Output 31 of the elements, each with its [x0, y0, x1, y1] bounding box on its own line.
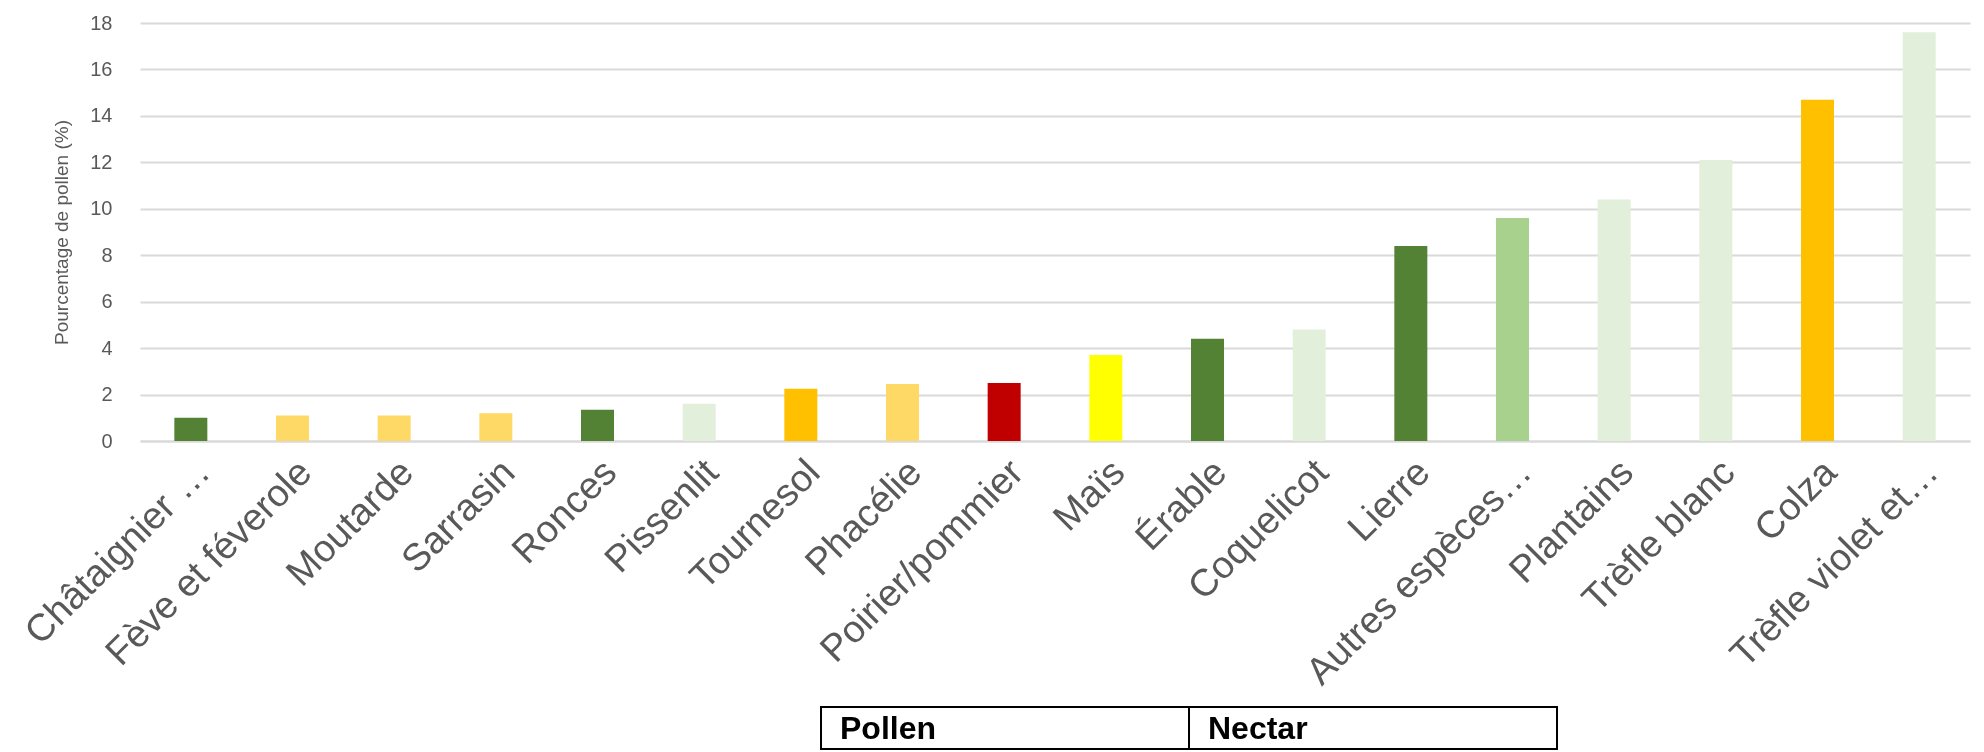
text: Pollen	[821, 707, 1189, 749]
y-tick-label: 10	[90, 197, 113, 220]
y-tick-label: 16	[90, 57, 113, 80]
bar	[886, 384, 919, 441]
y-tick-label: 18	[90, 11, 113, 34]
bar	[784, 388, 818, 441]
bar	[1496, 218, 1529, 441]
bar	[1394, 245, 1428, 441]
y-tick-label: 0	[101, 429, 113, 452]
bar	[1699, 160, 1733, 441]
bar	[377, 415, 411, 441]
bar	[479, 413, 513, 441]
bar	[1597, 199, 1631, 441]
y-tick-label: 6	[101, 290, 113, 313]
bar	[682, 403, 716, 441]
bar	[581, 409, 614, 441]
bar	[174, 417, 208, 441]
y-tick-label: 2	[101, 383, 113, 406]
y-tick-label: 8	[101, 243, 113, 266]
y-tick-label: 12	[90, 150, 113, 173]
bar	[987, 382, 1021, 441]
y-tick-label: 4	[101, 336, 113, 359]
bar	[1292, 329, 1326, 441]
bar	[1902, 32, 1936, 441]
bar	[1191, 338, 1224, 441]
y-tick-label: 14	[90, 104, 113, 127]
bar	[276, 415, 309, 441]
text: Nectar	[1189, 707, 1557, 749]
y-axis-title: Pourcentage de pollen (%)	[51, 120, 73, 345]
bar	[1089, 355, 1123, 441]
bar	[1801, 99, 1834, 441]
